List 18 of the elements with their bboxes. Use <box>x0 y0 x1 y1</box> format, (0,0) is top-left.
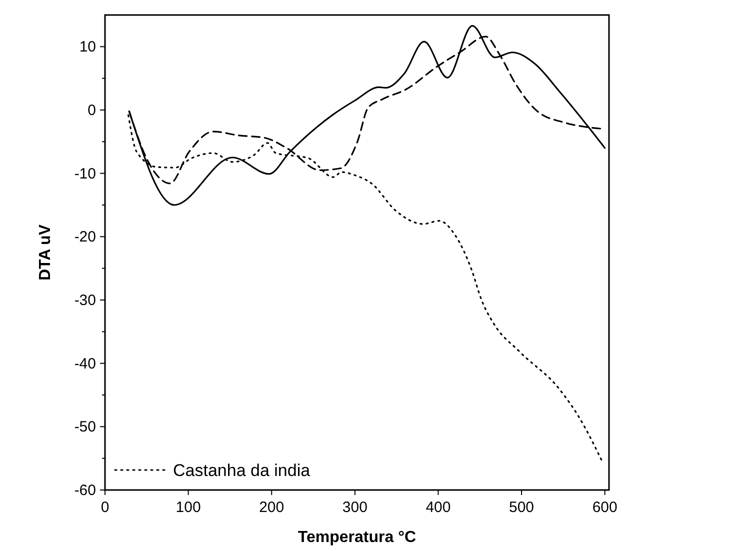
x-tick-label: 100 <box>176 499 201 516</box>
x-tick-label: 400 <box>426 499 451 516</box>
x-tick-label: 300 <box>342 499 368 516</box>
y-tick-label: -40 <box>74 355 96 372</box>
y-tick-label: -60 <box>74 482 96 499</box>
x-tick-label: 500 <box>509 499 534 516</box>
y-tick-label: 0 <box>88 102 96 119</box>
y-tick-label: -30 <box>74 292 96 309</box>
y-tick-label: 10 <box>79 38 96 56</box>
y-tick-label: -20 <box>74 228 96 246</box>
y-tick-label: -50 <box>74 418 96 436</box>
x-tick-label: 200 <box>259 499 284 516</box>
legend-label: Castanha da india <box>173 461 311 480</box>
x-tick-label: 600 <box>592 499 618 516</box>
y-axis-title: DTA uV <box>37 224 54 280</box>
x-tick-label: 0 <box>100 499 110 516</box>
y-tick-label: -10 <box>74 165 96 182</box>
x-axis-title: Temperatura °C <box>298 529 417 546</box>
